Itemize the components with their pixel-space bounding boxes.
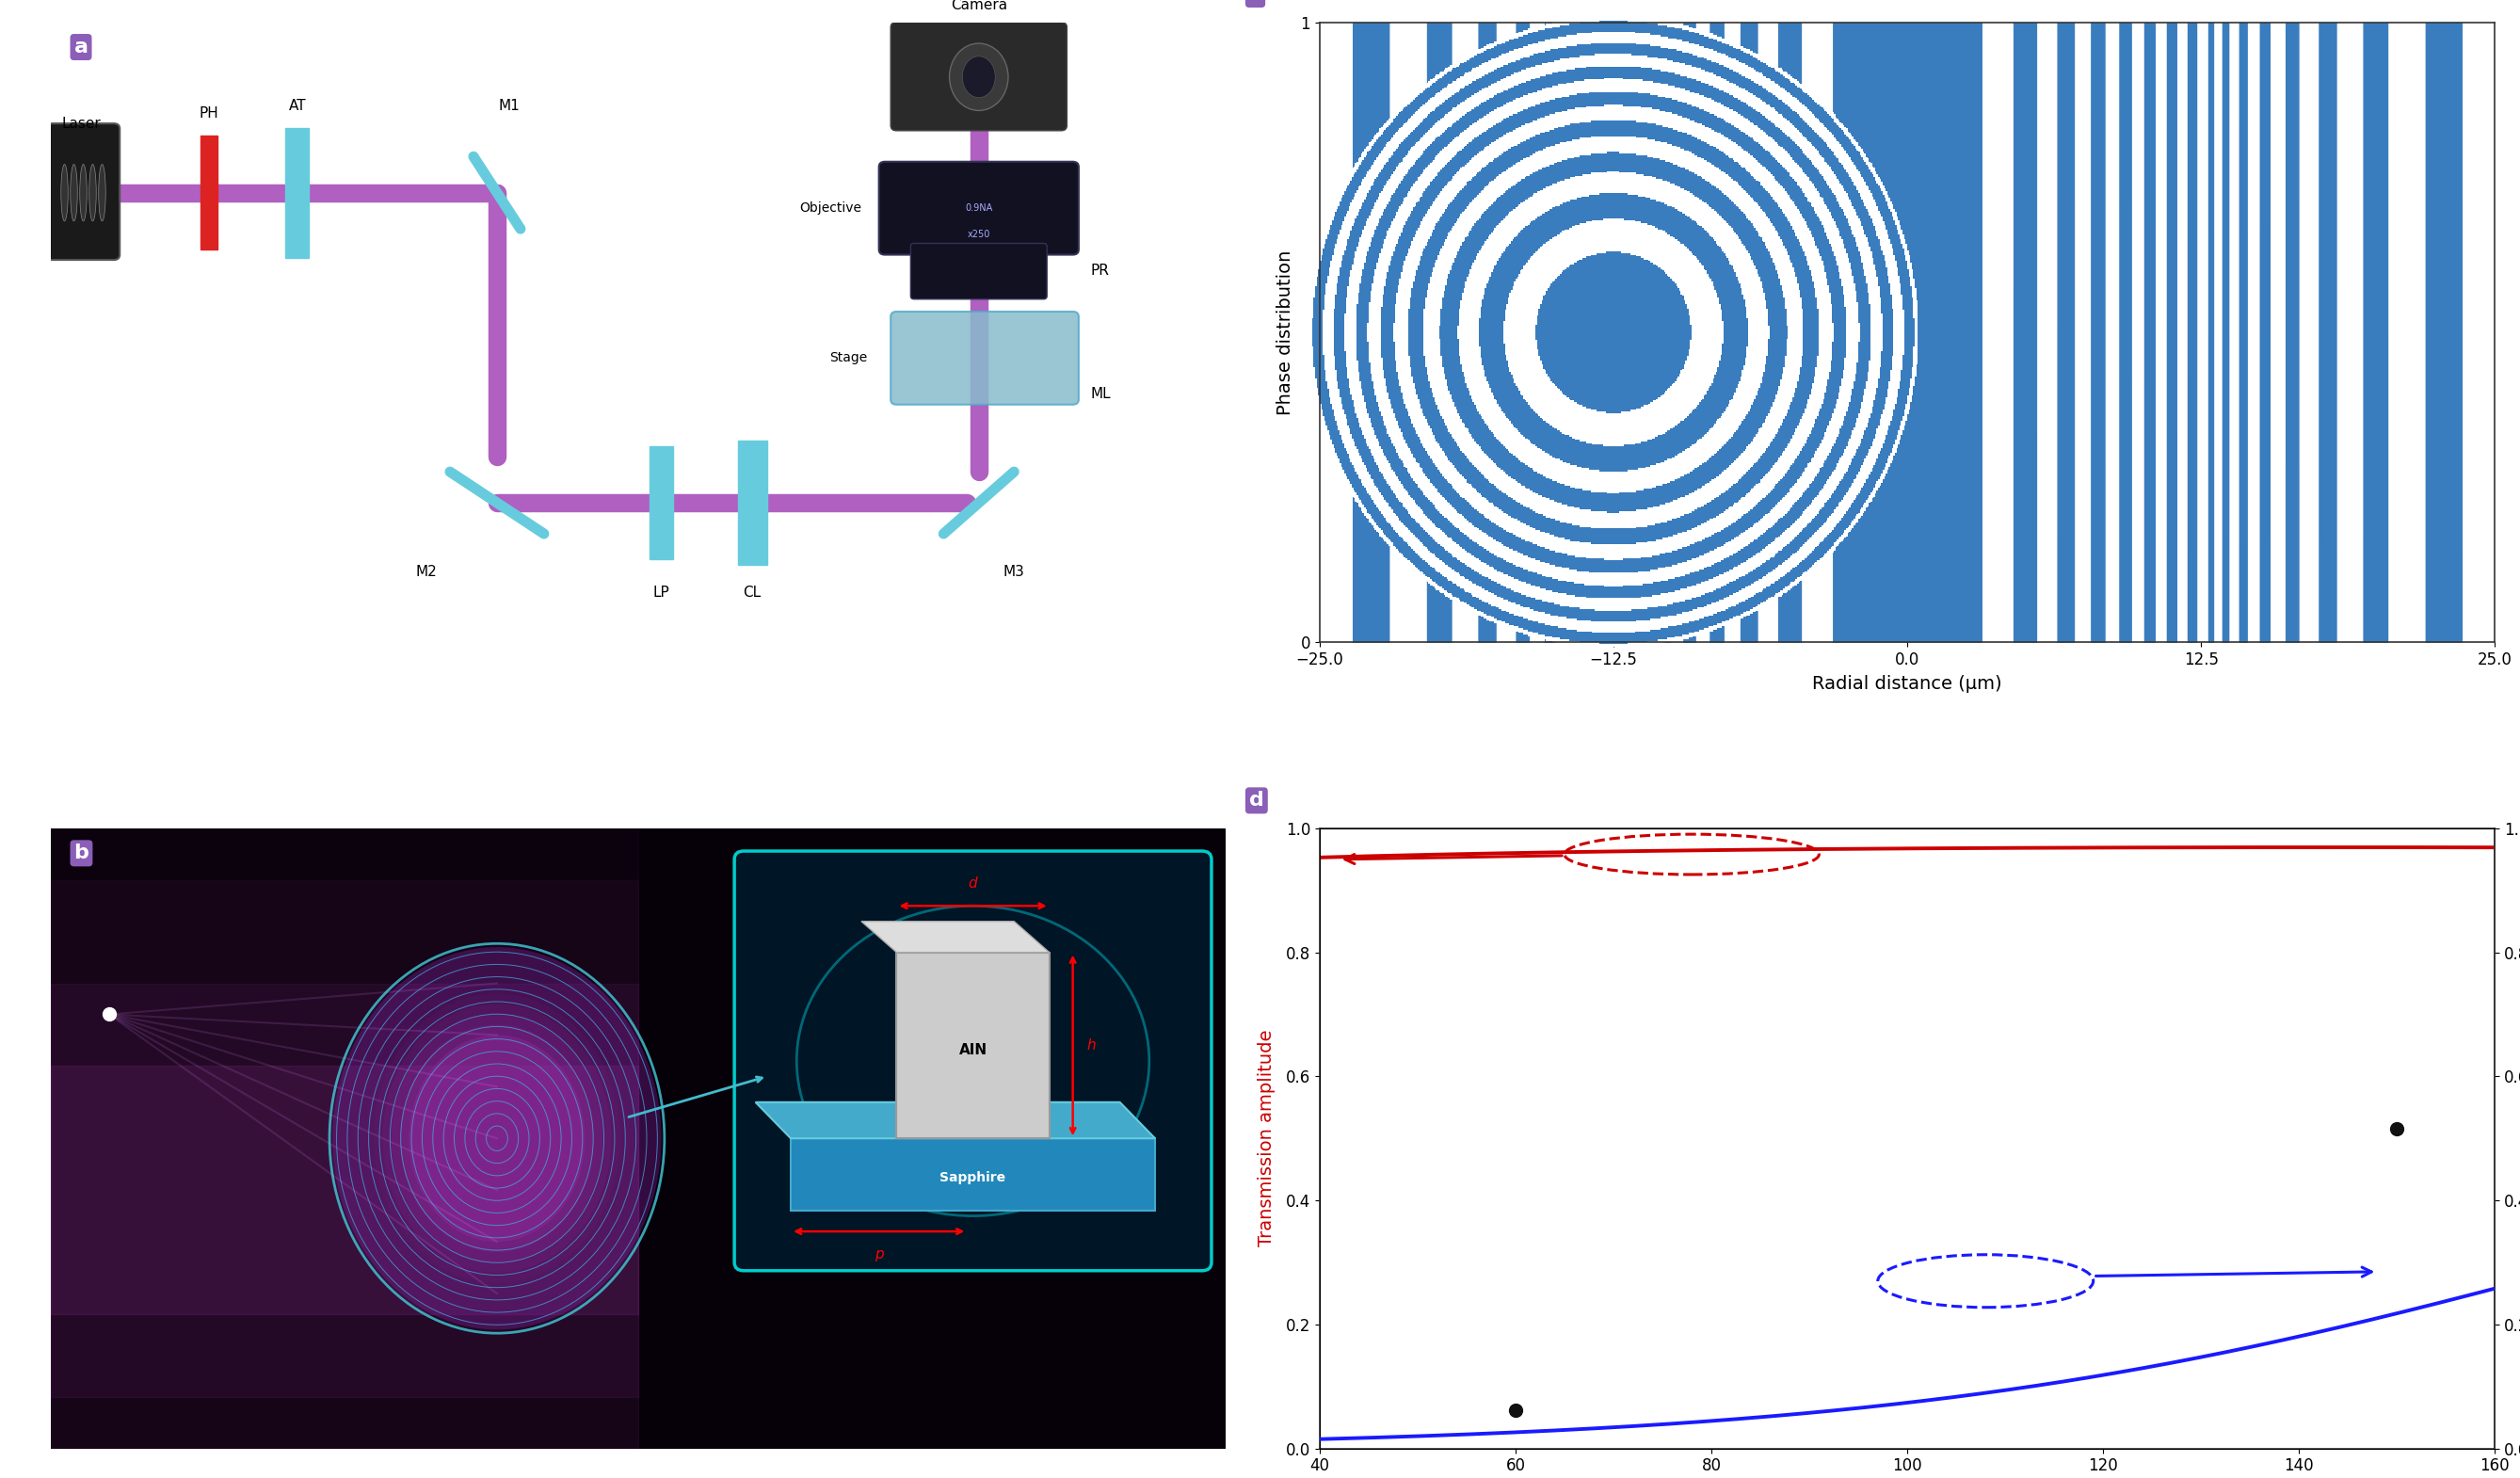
Polygon shape: [791, 1138, 1154, 1210]
Ellipse shape: [81, 164, 86, 222]
Ellipse shape: [408, 1035, 585, 1242]
Text: LP: LP: [653, 585, 670, 600]
Text: M2: M2: [416, 565, 436, 579]
Text: p: p: [874, 1247, 885, 1261]
Polygon shape: [285, 127, 310, 257]
Text: b: b: [73, 844, 88, 863]
FancyBboxPatch shape: [50, 828, 1225, 1448]
Polygon shape: [650, 446, 673, 560]
FancyBboxPatch shape: [733, 851, 1212, 1271]
Text: a: a: [73, 37, 88, 56]
Y-axis label: Transmission amplitude: Transmission amplitude: [1257, 1030, 1275, 1247]
Polygon shape: [738, 440, 766, 565]
Ellipse shape: [333, 947, 660, 1330]
Ellipse shape: [88, 164, 96, 222]
Text: h: h: [1086, 1039, 1096, 1052]
FancyBboxPatch shape: [890, 312, 1079, 405]
X-axis label: Radial distance (μm): Radial distance (μm): [1812, 675, 2001, 693]
Ellipse shape: [71, 164, 78, 222]
FancyBboxPatch shape: [879, 161, 1079, 254]
FancyBboxPatch shape: [910, 244, 1046, 299]
Ellipse shape: [98, 164, 106, 222]
Ellipse shape: [383, 1004, 612, 1273]
Y-axis label: Phase distribution: Phase distribution: [1275, 250, 1293, 415]
Text: Stage: Stage: [829, 352, 867, 365]
Ellipse shape: [401, 1024, 595, 1252]
Ellipse shape: [60, 164, 68, 222]
Text: M3: M3: [1003, 565, 1026, 579]
Polygon shape: [756, 1103, 1154, 1138]
Text: CL: CL: [743, 585, 761, 600]
Text: Sapphire: Sapphire: [940, 1171, 1005, 1184]
Ellipse shape: [963, 56, 995, 98]
Text: Objective: Objective: [799, 201, 862, 214]
Text: ML: ML: [1091, 387, 1111, 402]
Polygon shape: [862, 921, 1048, 952]
Text: Laser: Laser: [60, 117, 101, 130]
Ellipse shape: [950, 43, 1008, 111]
Polygon shape: [897, 952, 1048, 1138]
Text: AIN: AIN: [958, 1043, 988, 1058]
Text: PH: PH: [199, 106, 219, 120]
FancyBboxPatch shape: [890, 22, 1066, 130]
Text: AT: AT: [287, 99, 305, 114]
Text: M1: M1: [499, 99, 519, 114]
Text: 0.9NA: 0.9NA: [965, 204, 993, 213]
Text: x250: x250: [968, 229, 990, 239]
Text: c: c: [1250, 0, 1263, 4]
Text: d: d: [968, 876, 978, 890]
FancyBboxPatch shape: [48, 124, 121, 260]
Polygon shape: [202, 136, 217, 250]
Text: Camera: Camera: [950, 0, 1008, 12]
Ellipse shape: [391, 1014, 602, 1262]
Text: PR: PR: [1091, 263, 1109, 278]
Text: d: d: [1250, 791, 1265, 810]
